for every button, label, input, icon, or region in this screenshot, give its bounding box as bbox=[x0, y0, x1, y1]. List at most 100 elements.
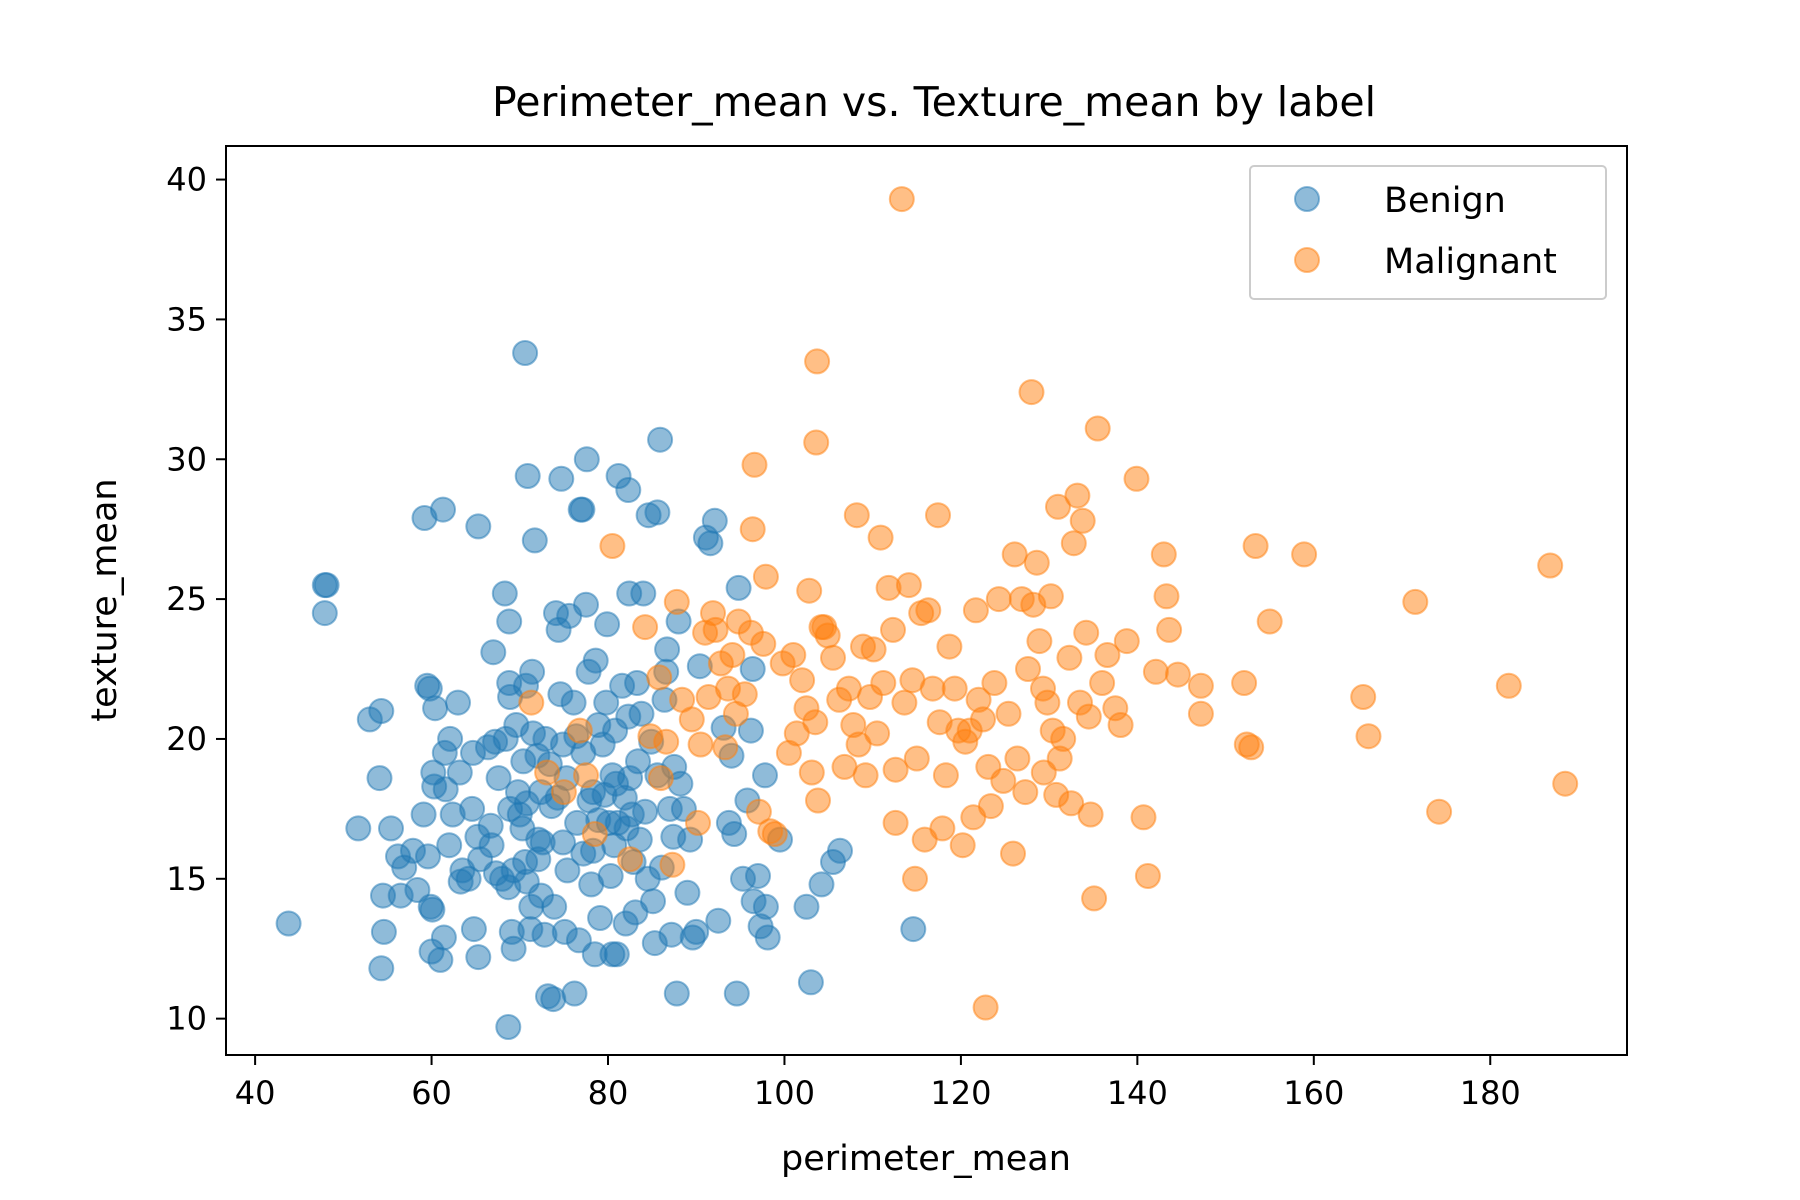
data-point-malignant bbox=[1402, 588, 1429, 615]
data-point-malignant bbox=[1015, 656, 1041, 682]
data-point-benign bbox=[597, 863, 624, 889]
data-point-benign bbox=[480, 639, 507, 666]
x-tick-label: 180 bbox=[1460, 1074, 1521, 1112]
y-tick-label: 40 bbox=[166, 161, 207, 199]
y-tick-label: 10 bbox=[166, 1000, 207, 1038]
data-point-malignant bbox=[518, 689, 545, 716]
data-point-malignant bbox=[750, 630, 777, 657]
plot-frame bbox=[225, 145, 1628, 1056]
data-point-malignant bbox=[915, 597, 942, 624]
data-point-benign bbox=[900, 916, 927, 943]
data-point-malignant bbox=[1060, 530, 1087, 557]
data-point-malignant bbox=[566, 717, 593, 744]
data-point-malignant bbox=[653, 728, 680, 755]
data-point-malignant bbox=[617, 846, 644, 873]
data-point-benign bbox=[500, 935, 527, 962]
data-point-benign bbox=[378, 815, 404, 842]
data-point-malignant bbox=[977, 793, 1004, 820]
legend-label-benign: Benign bbox=[1384, 181, 1506, 221]
data-point-benign bbox=[541, 893, 568, 920]
data-point-benign bbox=[683, 918, 710, 945]
data-point-malignant bbox=[814, 622, 841, 649]
data-point-malignant bbox=[739, 516, 766, 543]
data-point-malignant bbox=[1073, 619, 1100, 646]
data-point-malignant bbox=[761, 821, 788, 847]
data-point-malignant bbox=[1081, 885, 1108, 912]
data-point-malignant bbox=[981, 670, 1008, 696]
data-point-malignant bbox=[534, 759, 561, 786]
data-point-malignant bbox=[1187, 700, 1214, 727]
data-point-benign bbox=[430, 496, 456, 523]
data-point-benign bbox=[560, 689, 587, 716]
data-point-benign bbox=[437, 725, 464, 752]
legend: Benign Malignant bbox=[1249, 165, 1607, 300]
data-point-benign bbox=[519, 658, 546, 685]
data-point-benign bbox=[630, 580, 657, 607]
data-point-benign bbox=[446, 759, 473, 786]
data-point-malignant bbox=[1089, 670, 1116, 696]
data-point-malignant bbox=[1045, 493, 1071, 520]
data-point-malignant bbox=[1084, 415, 1111, 442]
series-malignant bbox=[518, 186, 1579, 1021]
data-point-malignant bbox=[803, 429, 830, 456]
data-point-benign bbox=[663, 980, 690, 1007]
data-point-malignant bbox=[1134, 863, 1161, 889]
data-point-benign bbox=[569, 496, 596, 523]
data-point-benign bbox=[345, 815, 372, 842]
data-point-benign bbox=[808, 871, 835, 898]
data-point-malignant bbox=[731, 681, 758, 708]
data-point-malignant bbox=[632, 614, 659, 641]
data-point-malignant bbox=[985, 586, 1012, 613]
data-point-benign bbox=[594, 611, 621, 638]
data-point-benign bbox=[587, 905, 614, 931]
x-tick-label: 80 bbox=[588, 1074, 629, 1112]
data-point-malignant bbox=[663, 588, 690, 615]
data-point-malignant bbox=[1113, 628, 1140, 655]
data-point-malignant bbox=[1150, 541, 1177, 568]
data-point-malignant bbox=[745, 798, 772, 825]
data-point-malignant bbox=[687, 731, 714, 758]
data-point-malignant bbox=[789, 667, 816, 694]
x-axis-label: perimeter_mean bbox=[781, 1139, 1071, 1179]
data-point-malignant bbox=[936, 633, 963, 660]
data-point-benign bbox=[793, 893, 820, 920]
data-point-benign bbox=[540, 986, 567, 1013]
data-point-benign bbox=[415, 843, 441, 870]
data-point-malignant bbox=[802, 709, 829, 736]
data-point-malignant bbox=[1123, 465, 1150, 492]
data-point-malignant bbox=[995, 700, 1022, 727]
data-point-malignant bbox=[990, 767, 1017, 794]
data-point-benign bbox=[455, 865, 482, 892]
data-point-benign bbox=[465, 944, 492, 971]
data-point-malignant bbox=[1000, 840, 1026, 867]
data-point-benign bbox=[410, 801, 437, 828]
data-point-malignant bbox=[678, 706, 705, 733]
data-point-malignant bbox=[702, 616, 729, 643]
data-point-benign bbox=[554, 857, 581, 884]
data-point-malignant bbox=[843, 502, 870, 529]
data-point-benign bbox=[561, 980, 588, 1007]
data-point-malignant bbox=[1050, 725, 1077, 752]
data-point-benign bbox=[654, 636, 681, 663]
data-point-malignant bbox=[903, 745, 930, 772]
y-tick-label: 20 bbox=[166, 720, 207, 758]
data-point-benign bbox=[644, 499, 671, 526]
data-point-malignant bbox=[719, 642, 746, 668]
data-point-malignant bbox=[919, 675, 946, 702]
data-point-malignant bbox=[1537, 552, 1564, 579]
data-point-malignant bbox=[1069, 507, 1096, 534]
data-point-malignant bbox=[1026, 628, 1053, 655]
data-point-malignant bbox=[1130, 804, 1157, 831]
data-point-malignant bbox=[820, 644, 846, 671]
data-point-benign bbox=[674, 879, 701, 906]
data-point-benign bbox=[465, 513, 492, 540]
data-point-benign bbox=[752, 893, 779, 920]
data-point-benign bbox=[628, 700, 655, 727]
data-point-benign bbox=[624, 670, 651, 696]
data-point-malignant bbox=[804, 348, 831, 375]
data-point-malignant bbox=[1077, 801, 1104, 828]
data-point-benign bbox=[632, 798, 659, 825]
y-axis-label: texture_mean bbox=[85, 478, 125, 721]
data-point-malignant bbox=[895, 572, 922, 599]
data-point-benign bbox=[432, 776, 459, 803]
